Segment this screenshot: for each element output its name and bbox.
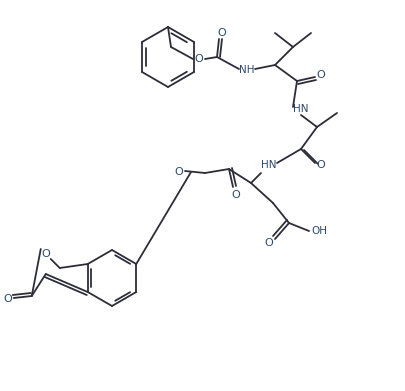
Text: O: O (316, 70, 324, 80)
Text: O: O (217, 28, 226, 38)
Text: O: O (264, 238, 273, 248)
Text: O: O (194, 54, 203, 64)
Text: O: O (231, 190, 240, 200)
Text: O: O (41, 249, 50, 259)
Text: NH: NH (239, 65, 254, 75)
Text: HN: HN (260, 160, 276, 170)
Text: O: O (3, 294, 12, 304)
Text: O: O (174, 167, 183, 177)
Text: O: O (316, 160, 324, 170)
Text: OH: OH (310, 226, 326, 236)
Text: HN: HN (292, 104, 308, 114)
